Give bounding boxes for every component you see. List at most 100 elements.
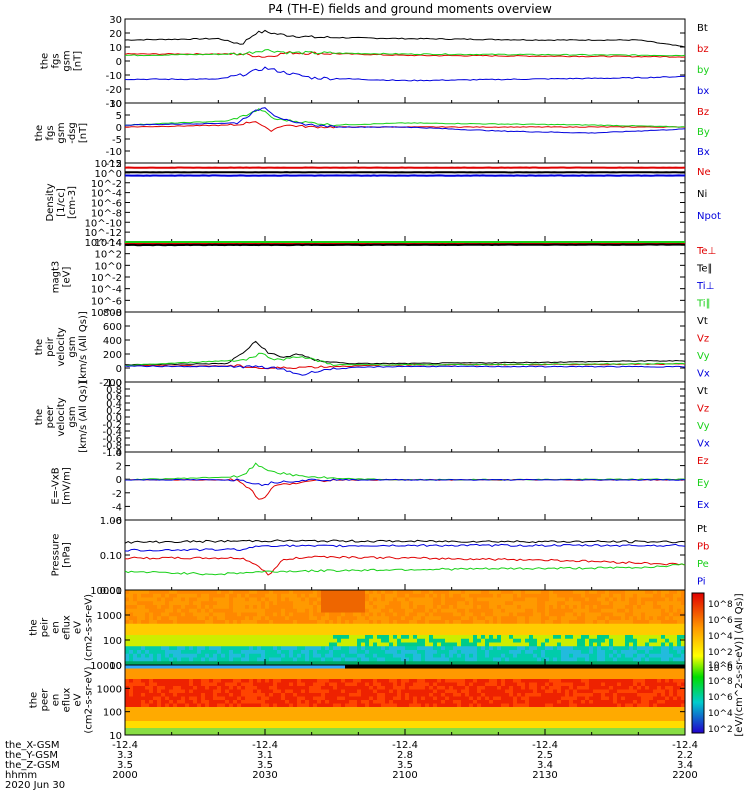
heatmap-cell (153, 612, 158, 617)
heatmap-cell (457, 731, 462, 736)
heatmap-cell (397, 686, 402, 690)
heatmap-cell (473, 717, 478, 722)
heatmap-cell (633, 631, 638, 636)
heatmap-cell (273, 653, 278, 658)
heatmap-cell (197, 672, 202, 676)
heatmap-cell (573, 661, 578, 666)
heatmap-cell (653, 661, 658, 666)
heatmap-cell (505, 627, 510, 632)
heatmap-cell (193, 661, 198, 666)
heatmap-cell (197, 593, 202, 598)
heatmap-cell (421, 646, 426, 651)
heatmap-cell (481, 657, 486, 662)
heatmap-cell (433, 612, 438, 617)
heatmap-cell (321, 710, 326, 715)
heatmap-cell (141, 679, 146, 683)
heatmap-cell (285, 650, 290, 655)
heatmap-cell (265, 693, 270, 697)
series-ey (124, 462, 686, 481)
heatmap-cell (449, 601, 454, 606)
heatmap-cell (393, 700, 398, 704)
heatmap-cell (473, 623, 478, 628)
heatmap-cell (193, 650, 198, 655)
heatmap-cell (637, 642, 642, 647)
heatmap-cell (353, 605, 358, 610)
heatmap-cell (197, 661, 202, 666)
heatmap-cell (321, 650, 326, 655)
heatmap-cell (317, 657, 322, 662)
heatmap-cell (261, 714, 266, 718)
heatmap-cell (257, 646, 262, 651)
heatmap-cell (493, 650, 498, 655)
heatmap-cell (605, 657, 610, 662)
heatmap-cell (225, 721, 230, 725)
heatmap-cell (361, 616, 366, 621)
heatmap-cell (369, 682, 374, 687)
heatmap-cell (581, 635, 586, 640)
heatmap-cell (153, 710, 158, 715)
heatmap-cell (253, 642, 258, 647)
heatmap-cell (229, 696, 234, 701)
heatmap-cell (261, 646, 266, 651)
heatmap-cell (161, 675, 166, 680)
heatmap-cell (629, 638, 634, 643)
heatmap-cell (437, 597, 442, 602)
heatmap-cell (441, 710, 446, 715)
heatmap-cell (137, 661, 142, 666)
heatmap-cell (597, 638, 602, 643)
heatmap-cell (141, 714, 146, 718)
heatmap-cell (401, 642, 406, 647)
heatmap-cell (313, 650, 318, 655)
heatmap-cell (177, 642, 182, 647)
heatmap-cell (129, 627, 134, 632)
heatmap-cell (361, 627, 366, 632)
heatmap-cell (565, 631, 570, 636)
heatmap-cell (409, 686, 414, 690)
heatmap-cell (653, 593, 658, 598)
heatmap-cell (589, 616, 594, 621)
heatmap-cell (157, 682, 162, 687)
heatmap-cell (401, 696, 406, 701)
heatmap-cell (597, 616, 602, 621)
heatmap-cell (261, 620, 266, 625)
heatmap-cell (149, 707, 154, 711)
heatmap-cell (489, 657, 494, 662)
heatmap-cell (265, 612, 270, 617)
heatmap-cell (397, 608, 402, 613)
heatmap-cell (129, 608, 134, 613)
heatmap-cell (317, 605, 322, 610)
heatmap-cell (245, 638, 250, 643)
heatmap-cell (425, 679, 430, 683)
heatmap-cell (593, 653, 598, 658)
heatmap-cell (213, 638, 218, 643)
heatmap-cell (297, 679, 302, 683)
heatmap-cell (153, 661, 158, 666)
heatmap-cell (297, 590, 302, 595)
heatmap-cell (177, 710, 182, 715)
heatmap-cell (645, 653, 650, 658)
heatmap-cell (477, 593, 482, 598)
heatmap-cell (145, 597, 150, 602)
heatmap-cell (129, 601, 134, 606)
heatmap-cell (145, 675, 150, 680)
heatmap-cell (489, 590, 494, 595)
heatmap-cell (345, 703, 350, 708)
heatmap-cell (473, 689, 478, 694)
heatmap-cell (325, 700, 330, 704)
heatmap-cell (285, 635, 290, 640)
heatmap-cell (237, 635, 242, 640)
heatmap-cell (373, 686, 378, 690)
heatmap-cell (565, 612, 570, 617)
heatmap-cell (541, 597, 546, 602)
heatmap-cell (137, 693, 142, 697)
heatmap-cell (197, 605, 202, 610)
heatmap-cell (345, 668, 350, 673)
heatmap-cell (393, 593, 398, 598)
heatmap-cell (189, 679, 194, 683)
heatmap-cell (365, 627, 370, 632)
heatmap-cell (417, 714, 422, 718)
heatmap-cell (297, 710, 302, 715)
heatmap-cell (457, 679, 462, 683)
heatmap-cell (337, 638, 342, 643)
heatmap-cell (161, 707, 166, 711)
